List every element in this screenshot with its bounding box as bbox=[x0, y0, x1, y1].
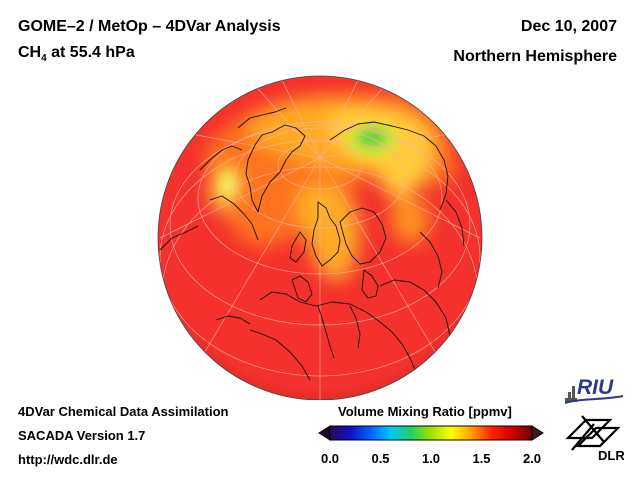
colorbar-max-arrow bbox=[531, 425, 544, 441]
dlr-logo-text: DLR bbox=[598, 448, 624, 463]
riu-logo-text: RIU bbox=[577, 376, 614, 399]
colorbar-tick-label: 1.0 bbox=[421, 451, 441, 466]
colorbar-tick-label: 1.5 bbox=[472, 451, 491, 466]
colorbar-min-arrow bbox=[318, 425, 331, 441]
footer-line-2: SACADA Version 1.7 bbox=[18, 428, 146, 443]
colorbar-tick-label: 0.0 bbox=[320, 451, 340, 466]
colorbar-tick-label: 0.5 bbox=[371, 451, 390, 466]
colorbar bbox=[318, 425, 544, 441]
riu-logo: RIU bbox=[564, 376, 624, 404]
species-suffix: at 55.4 hPa bbox=[46, 44, 135, 61]
species-label: CH4 at 55.4 hPa bbox=[18, 44, 135, 64]
dlr-logo: DLR bbox=[565, 415, 624, 463]
globe-outline bbox=[157, 75, 483, 400]
globe-map bbox=[157, 75, 483, 400]
colorbar-tick-label: 2.0 bbox=[522, 451, 542, 466]
map-title: GOME–2 / MetOp – 4DVar Analysis bbox=[18, 18, 281, 35]
species-prefix: CH bbox=[18, 44, 42, 61]
region-label: Northern Hemisphere bbox=[453, 48, 617, 65]
date-label: Dec 10, 2007 bbox=[520, 18, 617, 35]
footer-url[interactable]: http://wdc.dlr.de bbox=[18, 452, 118, 467]
footer-line-1: 4DVar Chemical Data Assimilation bbox=[18, 404, 229, 419]
colorbar-label: Volume Mixing Ratio [ppmv] bbox=[338, 404, 512, 419]
species-subscript: 4 bbox=[41, 53, 47, 65]
